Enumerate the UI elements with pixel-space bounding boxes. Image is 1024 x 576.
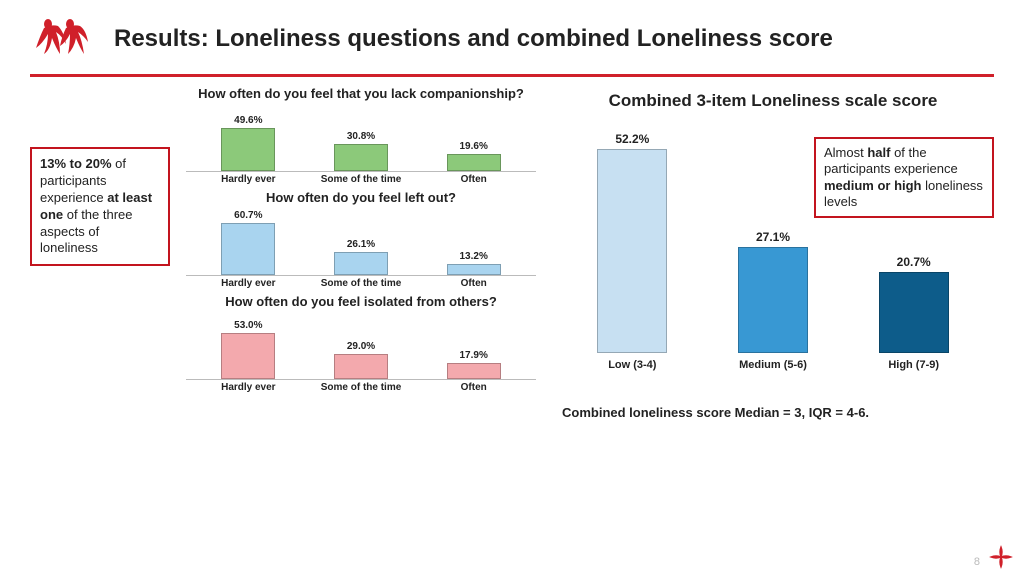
bar-value-label: 17.9% [460, 350, 488, 361]
category-label: High (7-9) [843, 359, 984, 371]
category-label: Some of the time [305, 174, 418, 185]
category-label: Low (3-4) [562, 359, 703, 371]
bar-value-label: 30.8% [347, 131, 375, 142]
bar [221, 223, 275, 275]
mini-chart-title: How often do you feel left out? [186, 191, 536, 208]
mini-chart-title: How often do you feel that you lack comp… [186, 87, 536, 104]
page-title: Results: Loneliness questions and combin… [114, 25, 833, 53]
bar-value-label: 26.1% [347, 239, 375, 250]
category-label: Hardly ever [192, 382, 305, 393]
category-label: Some of the time [305, 278, 418, 289]
bar [334, 252, 388, 274]
bar-value-label: 49.6% [234, 115, 262, 126]
bar [334, 354, 388, 379]
bar-value-label: 53.0% [234, 320, 262, 331]
title-rule [30, 74, 994, 77]
bar [221, 333, 275, 379]
corner-logo-icon [988, 544, 1014, 570]
right-callout: Almost half of the participants experien… [814, 137, 994, 218]
mini-chart: How often do you feel that you lack comp… [186, 87, 536, 185]
bar-value-label: 60.7% [234, 210, 262, 221]
category-label: Hardly ever [192, 278, 305, 289]
bar [597, 149, 667, 352]
bar [879, 272, 949, 353]
page-number: 8 [974, 556, 980, 568]
big-chart-title: Combined 3-item Loneliness scale score [552, 87, 994, 119]
bar-value-label: 19.6% [460, 141, 488, 152]
category-label: Often [417, 174, 530, 185]
mini-charts-column: How often do you feel that you lack comp… [186, 87, 536, 420]
bar [447, 363, 501, 378]
bar [447, 154, 501, 171]
bar [221, 128, 275, 171]
bar [738, 247, 808, 352]
left-column: 13% to 20% of participants experience at… [30, 87, 170, 420]
category-label: Often [417, 278, 530, 289]
header: Results: Loneliness questions and combin… [0, 0, 1024, 70]
bar [447, 264, 501, 275]
category-label: Hardly ever [192, 174, 305, 185]
bar-value-label: 13.2% [460, 251, 488, 262]
mini-chart: How often do you feel left out? 60.7% 26.1… [186, 191, 536, 289]
category-label: Some of the time [305, 382, 418, 393]
logo-icon [30, 14, 100, 64]
mini-chart: How often do you feel isolated from othe… [186, 295, 536, 393]
category-label: Medium (5-6) [703, 359, 844, 371]
left-callout: 13% to 20% of participants experience at… [30, 147, 170, 266]
right-column: Combined 3-item Loneliness scale score 5… [552, 87, 994, 420]
bar [334, 144, 388, 171]
bar-value-label: 27.1% [756, 230, 790, 244]
bar-value-label: 52.2% [615, 132, 649, 146]
bar-value-label: 20.7% [897, 255, 931, 269]
footnote: Combined loneliness score Median = 3, IQ… [552, 389, 994, 420]
mini-chart-title: How often do you feel isolated from othe… [186, 295, 536, 312]
category-label: Often [417, 382, 530, 393]
bar-value-label: 29.0% [347, 341, 375, 352]
